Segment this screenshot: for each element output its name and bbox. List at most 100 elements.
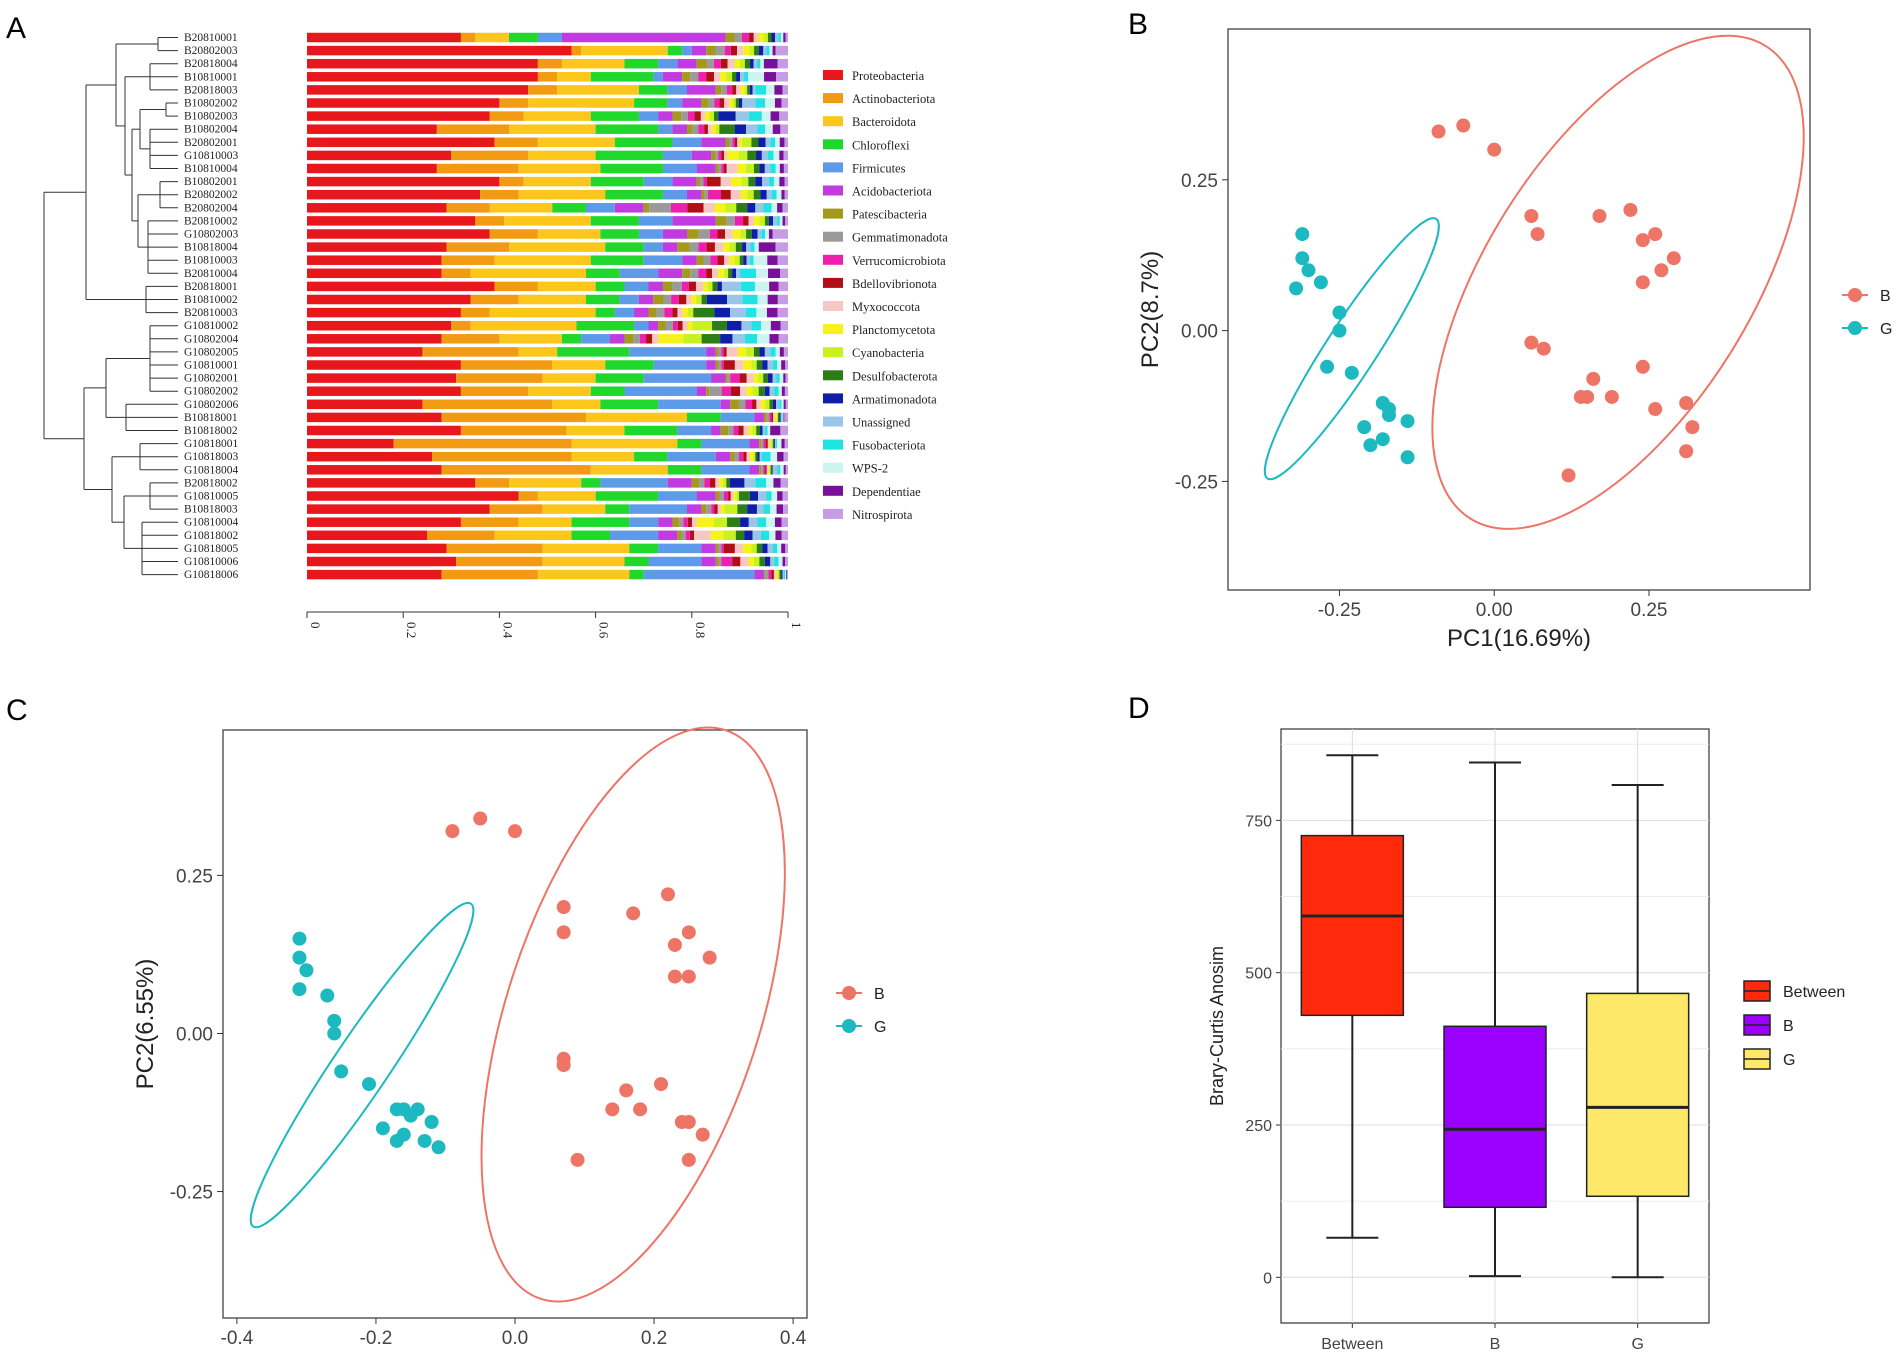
- bar-segment-fusobacteriota: [770, 347, 776, 357]
- bar-segment-bdellovibrionota: [730, 386, 741, 396]
- data-point-g: [1344, 365, 1359, 380]
- bar-segment-cyanobacteria: [725, 203, 737, 213]
- bar-segment-actinobacteriota: [518, 491, 538, 501]
- bar-segment-armatimonadota: [767, 373, 773, 383]
- bar-segment-bacteroidota: [571, 451, 635, 462]
- bar-segment-desulfobacterota: [754, 45, 759, 56]
- bar-segment-proteobacteria: [307, 111, 490, 121]
- bar-segment-unassigned: [757, 229, 762, 239]
- bar-segment-dependentiae: [782, 216, 786, 226]
- bar-segment-unassigned: [746, 124, 758, 134]
- bar-segment-gemmatimonadota: [690, 268, 699, 279]
- bar-segment-chloroflexi: [686, 412, 721, 423]
- confidence-ellipse-g: [1263, 217, 1440, 481]
- bar-segment-bacteroidota: [518, 163, 601, 174]
- bar-segment-desulfobacterota: [756, 425, 761, 436]
- bar-segment-actinobacteriota: [460, 360, 553, 370]
- bar-segment-cyanobacteria: [692, 320, 713, 331]
- bar-segment-acidobacteriota: [696, 386, 707, 396]
- data-point-b: [1487, 142, 1502, 157]
- bar-segment-wps-2: [774, 176, 780, 187]
- bar-segment-bdellovibrionota: [687, 517, 693, 527]
- legend-label: Bacteroidota: [852, 115, 916, 129]
- bar-segment-firmicutes: [662, 163, 697, 174]
- bar-segment-fusobacteriota: [770, 163, 776, 174]
- sample-label: B20802001: [184, 137, 238, 149]
- bar-segment-nitrospirota: [781, 98, 788, 108]
- bar-segment-unassigned: [744, 478, 756, 488]
- bar-segment-myxococcota: [740, 556, 749, 567]
- bar-segment-wps-2: [780, 465, 784, 475]
- bar-segment-planctomycetota: [687, 320, 693, 331]
- bar-segment-bdellovibrionota: [672, 307, 678, 318]
- bar-segment-actinobacteriota: [499, 176, 524, 187]
- legend-label: Unassigned: [852, 416, 911, 430]
- legend-label: Gemmatimonadota: [852, 231, 948, 245]
- bar-segment-patescibacteria: [701, 504, 707, 514]
- bar-segment-bacteroidota: [518, 189, 606, 200]
- bar-segment-wps-2: [770, 504, 777, 514]
- bar-segment-planctomycetota: [740, 189, 748, 200]
- y-tick-label: -0.25: [1175, 472, 1218, 493]
- bar-segment-firmicutes: [672, 137, 702, 148]
- bar-segment-armatimonadota: [759, 163, 765, 174]
- y-tick-label: 250: [1245, 1118, 1272, 1135]
- bar-segment-firmicutes: [638, 229, 663, 239]
- bar-segment-nitrospirota: [785, 556, 788, 567]
- bar-segment-chloroflexi: [571, 530, 611, 541]
- bar-segment-bacteroidota: [561, 58, 625, 69]
- legend-label: Patescibacteria: [852, 208, 927, 222]
- bar-segment-firmicutes: [619, 268, 659, 279]
- bar-segment-fusobacteriota: [757, 517, 767, 527]
- bar-segment-dependentiae: [767, 294, 778, 305]
- bar-segment-patescibacteria: [706, 386, 710, 396]
- bar-segment-actinobacteriota: [537, 58, 562, 69]
- bar-segment-planctomycetota: [760, 399, 766, 410]
- bar-segment-proteobacteria: [307, 255, 442, 265]
- legend-label: B: [1880, 288, 1891, 305]
- data-point-b: [633, 1102, 648, 1117]
- bar-segment-desulfobacterota: [747, 85, 750, 95]
- bar-segment-chloroflexi: [634, 98, 668, 108]
- data-point-b: [1530, 227, 1545, 242]
- bar-segment-actinobacteriota: [441, 465, 591, 475]
- bar-segment-desulfobacterota: [739, 255, 744, 265]
- bar-segment-chloroflexi: [667, 465, 702, 475]
- bar-segment-gemmatimonadota: [721, 85, 727, 95]
- bar-segment-wps-2: [775, 137, 780, 148]
- bar-segment-armatimonadota: [757, 451, 760, 462]
- bar-segment-firmicutes: [614, 307, 635, 318]
- bar-segment-actinobacteriota: [436, 163, 519, 174]
- bar-segment-verrucomicrobiota: [724, 491, 729, 501]
- bar-segment-nitrospirota: [785, 373, 788, 383]
- sample-label: B10802001: [184, 176, 238, 188]
- bar-segment-armatimonadota: [771, 465, 773, 475]
- bar-segment-cyanobacteria: [763, 32, 768, 43]
- bar-segment-planctomycetota: [714, 203, 726, 213]
- bar-segment-wps-2: [780, 32, 784, 43]
- legend-key-point: [842, 1019, 856, 1033]
- bar-segment-firmicutes: [658, 124, 673, 134]
- bar-segment-armatimonadota: [726, 320, 742, 331]
- bar-segment-armatimonadota: [764, 386, 770, 396]
- bar-segment-firmicutes: [658, 58, 678, 69]
- bar-segment-unassigned: [721, 281, 741, 292]
- bar-segment-dependentiae: [786, 569, 788, 580]
- bar-segment-proteobacteria: [307, 517, 461, 527]
- data-point-b: [1524, 209, 1539, 223]
- sample-label: B20818004: [184, 58, 238, 70]
- bar-segment-cyanobacteria: [759, 216, 765, 226]
- data-point-g: [1400, 414, 1415, 429]
- bar-segment-acidobacteriota: [701, 137, 726, 148]
- bar-segment-cyanobacteria: [683, 334, 702, 344]
- bar-segment-dependentiae: [779, 347, 784, 357]
- bar-segment-actinobacteriota: [446, 242, 510, 252]
- bar-segment-desulfobacterota: [769, 399, 773, 410]
- data-point-g: [320, 988, 335, 1003]
- bar-segment-gemmatimonadota: [649, 203, 671, 213]
- bar-segment-planctomycetota: [718, 268, 725, 279]
- bar-segment-firmicutes: [624, 386, 697, 396]
- data-point-b: [1679, 444, 1694, 459]
- bar-segment-firmicutes: [581, 334, 611, 344]
- bar-segment-proteobacteria: [307, 438, 394, 449]
